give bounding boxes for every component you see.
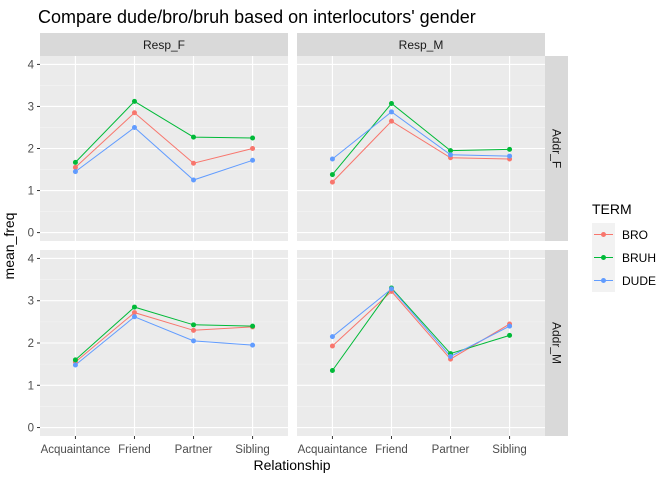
y-tick-label: 0 xyxy=(28,423,34,435)
data-point-bro xyxy=(131,310,137,316)
facet-strip-resp-m xyxy=(297,33,545,56)
data-point-bro xyxy=(329,343,335,349)
data-point-bruh xyxy=(250,135,256,141)
data-point-bruh xyxy=(507,332,513,338)
x-axis-title: Relationship xyxy=(253,457,330,473)
data-point-dude xyxy=(507,153,513,159)
facet-strip-addr-m xyxy=(545,250,568,436)
facet-strip-resp-f xyxy=(40,33,288,56)
y-tick-label: 4 xyxy=(28,59,35,71)
data-point-dude xyxy=(388,286,394,292)
data-point-dude xyxy=(72,169,78,175)
data-point-bruh xyxy=(131,98,137,104)
y-tick-label: 1 xyxy=(28,186,34,198)
data-point-bruh xyxy=(388,101,394,107)
series-line-dude xyxy=(75,316,253,366)
data-point-bro xyxy=(131,110,137,116)
data-point-dude xyxy=(72,362,78,368)
data-point-dude xyxy=(131,124,137,130)
y-tick-label: 2 xyxy=(28,144,34,156)
data-point-dude xyxy=(448,152,454,158)
data-point-bruh xyxy=(72,159,78,165)
y-tick-label: 3 xyxy=(28,296,34,308)
data-point-bruh xyxy=(507,146,513,152)
series-line-dude xyxy=(75,126,253,181)
legend-entry-bruh: BRUH xyxy=(622,251,656,265)
data-point-dude xyxy=(131,314,137,320)
data-point-bruh xyxy=(72,357,78,363)
facet-panels: Resp_F Resp_M Addr_F Addr_M 0 1 2 3 4 0 1 2 3 4 Acquai… xyxy=(28,33,568,456)
y-tick-label: 1 xyxy=(28,380,34,392)
y-tick-label: 3 xyxy=(28,101,34,113)
data-point-bro xyxy=(329,179,335,185)
series-line-bruh xyxy=(331,287,510,371)
data-point-bruh xyxy=(191,134,197,140)
series-line-bro xyxy=(75,112,253,168)
data-point-dude xyxy=(507,323,513,329)
legend-key-point xyxy=(601,255,606,260)
series-line-bruh xyxy=(75,100,253,163)
chart-title: Compare dude/bro/bruh based on interlocu… xyxy=(38,7,476,27)
x-tick-label: Friend xyxy=(375,444,408,456)
facet-strip-addr-f xyxy=(545,56,568,241)
x-tick-label: Sibling xyxy=(492,444,527,456)
data-point-bruh xyxy=(250,323,256,329)
data-point-bro xyxy=(388,118,394,124)
x-tick-label: Acquaintance xyxy=(41,444,111,456)
data-point-dude xyxy=(329,334,335,340)
x-tick-label: Friend xyxy=(118,444,151,456)
y-tick-label: 0 xyxy=(28,228,34,240)
legend-key-point xyxy=(601,232,606,237)
legend-key-point xyxy=(601,278,606,283)
data-point-bruh xyxy=(329,172,335,178)
series-line-bro xyxy=(332,120,510,183)
facet-strip-label: Resp_F xyxy=(143,38,185,52)
x-tick-label: Acquaintance xyxy=(298,444,368,456)
data-point-dude xyxy=(250,342,256,348)
data-point-bro xyxy=(191,327,197,333)
data-point-dude xyxy=(191,177,197,183)
data-point-bruh xyxy=(131,304,137,310)
legend-entry-bro: BRO xyxy=(622,228,648,242)
data-point-bro xyxy=(191,160,197,166)
legend-entry-dude: DUDE xyxy=(622,274,656,288)
series-line-dude xyxy=(332,111,510,160)
data-point-bro xyxy=(250,146,256,151)
data-point-dude xyxy=(191,338,197,344)
y-tick-label: 2 xyxy=(28,338,34,350)
y-tick-label: 4 xyxy=(28,253,35,265)
data-point-dude xyxy=(250,157,256,163)
data-point-bro xyxy=(72,164,78,170)
x-tick-label: Partner xyxy=(175,444,213,456)
series-line-bruh xyxy=(332,102,510,175)
series-line-dude xyxy=(332,288,510,358)
data-point-dude xyxy=(448,354,454,360)
legend-title: TERM xyxy=(592,201,632,217)
data-point-bruh xyxy=(329,367,335,373)
y-axis-title: mean_freq xyxy=(1,213,17,280)
facet-strip-label: Resp_M xyxy=(399,38,444,52)
series-line-bro xyxy=(75,312,253,363)
facet-strip-label: Addr_M xyxy=(550,322,564,364)
x-tick-label: Partner xyxy=(432,444,470,456)
data-point-bruh xyxy=(448,148,454,154)
data-point-dude xyxy=(329,156,335,162)
data-point-bruh xyxy=(191,322,197,328)
data-point-dude xyxy=(388,109,394,115)
legend: TERM BRO BRUH DUDE xyxy=(592,201,656,292)
series-line-bruh xyxy=(75,306,253,361)
facet-strip-label: Addr_F xyxy=(550,129,564,168)
x-tick-label: Sibling xyxy=(235,444,270,456)
